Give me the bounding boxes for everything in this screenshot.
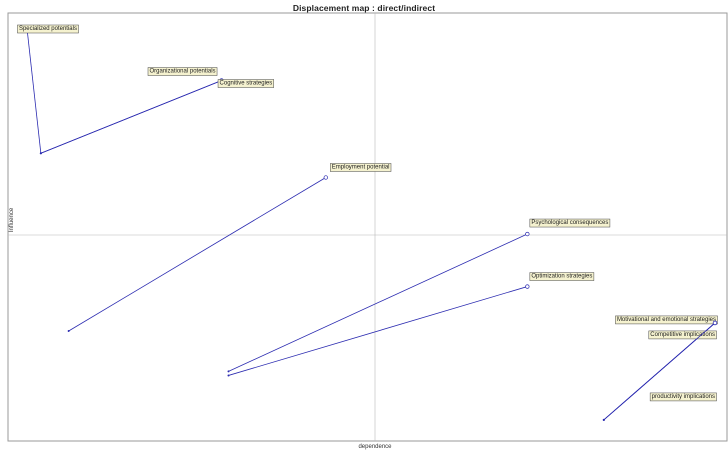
point-label-box [615,315,718,325]
point-label: Employment potential [332,164,390,170]
displacement-line [68,177,327,332]
plot-area-border [7,12,728,442]
point-label-box [17,24,79,34]
y-axis-label: Influence [9,207,15,232]
end-point [525,284,530,289]
x-axis-label: dependence [358,444,392,450]
point-label: Cognitive strategies [220,81,273,87]
point-label-box [529,218,611,228]
point-label-box [217,79,275,88]
point-label-box [649,392,717,402]
point-label: productivity implications [652,394,715,400]
point-label-box [529,272,595,281]
start-point [67,330,70,332]
end-point [712,320,718,326]
point-label: Organizational potentials [150,69,216,75]
displacement-line [26,27,42,154]
point-label-box [648,330,717,340]
displacement-line [40,80,222,154]
point-label: Specialized potentials [19,26,77,32]
chart-title: Displacement map : direct/indirect [292,3,436,13]
point-label: Optimization strategies [531,274,592,280]
displacement-line [228,286,528,376]
start-point [227,374,230,377]
point-label: Psychological consequences [531,220,608,226]
point-label-box [147,67,218,76]
point-label-box [330,163,392,172]
start-point [227,370,230,373]
displacement-line [228,233,528,372]
end-point [323,175,328,180]
point-label: Motivational and emotional strategies [617,317,716,323]
end-point [525,231,530,237]
start-point [602,418,605,421]
displacement-line [603,322,716,421]
start-point [39,152,42,155]
point-label: Competitive implications [650,332,715,338]
displacement-marks: Specialized potentials Organizational pot… [17,24,718,421]
